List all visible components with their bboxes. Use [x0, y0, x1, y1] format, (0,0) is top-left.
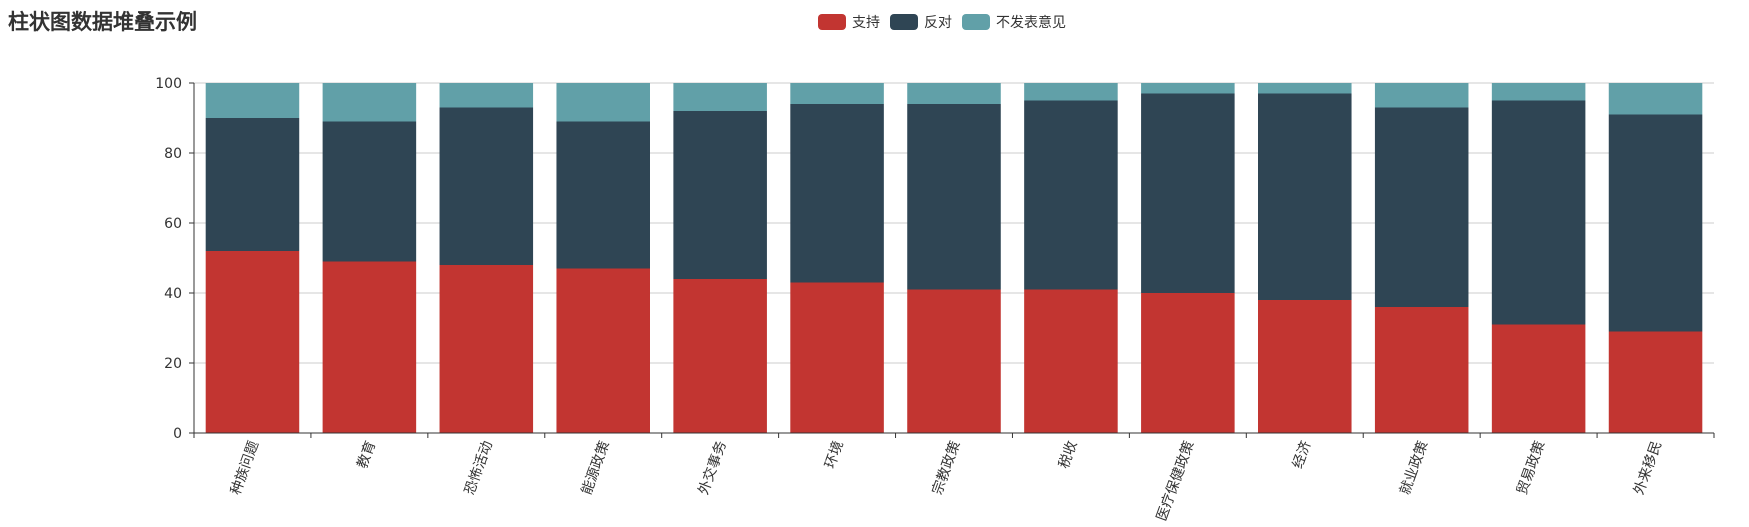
x-tick-label: 税收	[1056, 439, 1081, 471]
bar-no-opinion[interactable]	[439, 83, 534, 108]
legend-item-no-opinion[interactable]: 不发表意见	[962, 12, 1066, 32]
bar-support[interactable]	[1608, 331, 1703, 434]
bar-no-opinion[interactable]	[1491, 83, 1586, 101]
bar-support[interactable]	[322, 261, 417, 434]
bar-oppose[interactable]	[1258, 93, 1352, 301]
x-tick-label: 贸易政策	[1513, 439, 1548, 497]
bar-oppose[interactable]	[1141, 93, 1235, 294]
bar-oppose[interactable]	[1608, 114, 1703, 332]
bar-oppose[interactable]	[1024, 100, 1118, 290]
x-tick-label: 就业政策	[1396, 439, 1431, 497]
y-tick-label: 40	[164, 286, 182, 302]
legend-label-oppose: 反对	[924, 15, 952, 31]
bar-oppose[interactable]	[556, 121, 650, 269]
bar-support[interactable]	[1141, 293, 1235, 433]
y-tick-label: 80	[164, 146, 182, 162]
x-tick-label: 经济	[1290, 439, 1315, 471]
bar-oppose[interactable]	[1491, 100, 1586, 325]
bar-no-opinion[interactable]	[556, 83, 650, 122]
bar-oppose[interactable]	[322, 121, 417, 262]
bar-no-opinion[interactable]	[205, 83, 300, 118]
chart-legend: 支持 反对 不发表意见	[818, 12, 1076, 32]
bar-support[interactable]	[790, 282, 884, 434]
bar-no-opinion[interactable]	[790, 83, 884, 104]
legend-swatch-oppose	[890, 14, 918, 30]
bar-support[interactable]	[1258, 300, 1352, 433]
legend-label-no-opinion: 不发表意见	[996, 15, 1066, 31]
x-tick-label: 外来移民	[1631, 439, 1665, 497]
legend-item-support[interactable]: 支持	[818, 12, 880, 32]
legend-swatch-no-opinion	[962, 14, 990, 30]
bar-oppose[interactable]	[790, 104, 884, 283]
bar-oppose[interactable]	[1374, 107, 1469, 308]
bar-no-opinion[interactable]	[1141, 83, 1235, 94]
x-tick-label: 种族问题	[228, 439, 262, 497]
legend-item-oppose[interactable]: 反对	[890, 12, 952, 32]
y-tick-label: 20	[164, 356, 182, 372]
x-tick-label: 环境	[822, 439, 847, 471]
bar-no-opinion[interactable]	[1024, 83, 1118, 101]
bar-oppose[interactable]	[673, 111, 767, 279]
chart-title: 柱状图数据堆叠示例	[8, 10, 197, 34]
bar-support[interactable]	[1374, 307, 1469, 433]
bar-support[interactable]	[907, 289, 1001, 434]
bar-support[interactable]	[1491, 324, 1586, 434]
bar-support[interactable]	[439, 265, 534, 433]
x-tick-label: 恐怖活动	[461, 439, 496, 497]
bar-no-opinion[interactable]	[1258, 83, 1352, 94]
bar-oppose[interactable]	[439, 107, 534, 266]
bar-support[interactable]	[673, 279, 767, 433]
bar-no-opinion[interactable]	[1374, 83, 1469, 108]
x-tick-label: 能源政策	[578, 439, 613, 497]
bar-no-opinion[interactable]	[673, 83, 767, 111]
bar-no-opinion[interactable]	[1608, 83, 1703, 115]
x-tick-label: 外交事务	[695, 439, 730, 497]
x-tick-label: 教育	[355, 439, 380, 471]
y-tick-label: 0	[173, 426, 182, 442]
bar-support[interactable]	[556, 268, 650, 434]
bar-no-opinion[interactable]	[322, 83, 417, 122]
bar-oppose[interactable]	[205, 118, 300, 251]
bar-oppose[interactable]	[907, 104, 1001, 290]
y-tick-label: 100	[155, 76, 182, 92]
bar-no-opinion[interactable]	[907, 83, 1001, 104]
y-tick-label: 60	[164, 216, 182, 232]
x-tick-label: 医疗保健政策	[1153, 439, 1198, 524]
x-tick-label: 宗教政策	[929, 439, 964, 497]
bar-support[interactable]	[205, 251, 300, 433]
legend-swatch-support	[818, 14, 846, 30]
legend-label-support: 支持	[852, 15, 880, 31]
bar-support[interactable]	[1024, 289, 1118, 434]
